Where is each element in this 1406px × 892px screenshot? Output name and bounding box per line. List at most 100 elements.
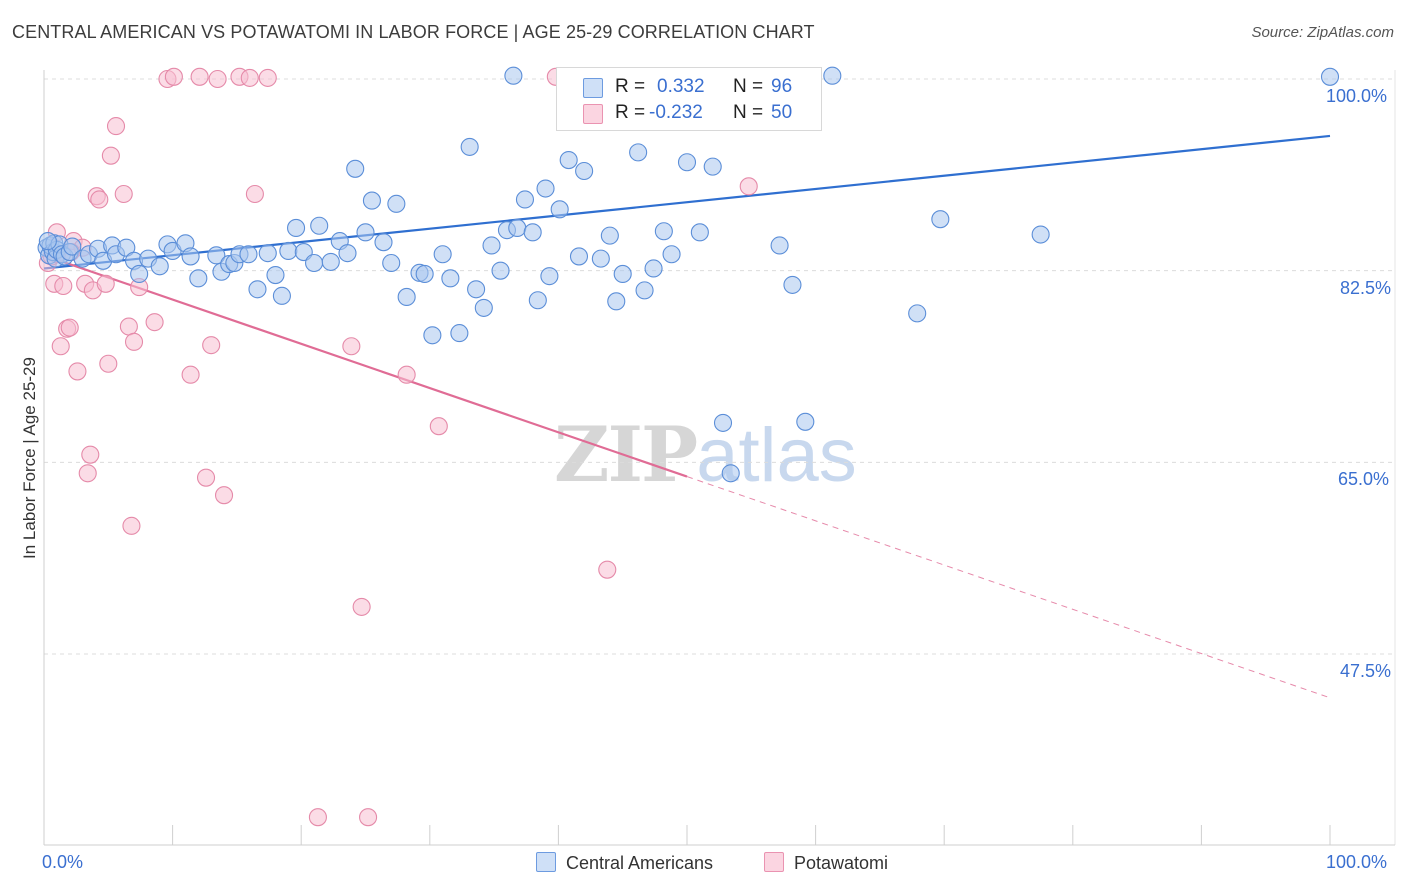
legend-label: Central Americans xyxy=(566,853,714,873)
data-point-central-americans xyxy=(374,233,393,252)
trend-line-potawatomi xyxy=(43,254,688,478)
data-point-central-americans xyxy=(279,241,298,261)
x-tick-label-max: 100.0% xyxy=(1326,852,1388,872)
data-point-potawatomi xyxy=(81,445,100,464)
data-point-central-americans xyxy=(644,259,663,278)
data-point-central-americans xyxy=(272,286,291,305)
data-point-central-americans xyxy=(248,280,267,299)
n-value: 96 xyxy=(771,76,793,97)
data-point-central-americans xyxy=(207,246,226,265)
data-point-central-americans xyxy=(783,275,802,294)
r-label: R = xyxy=(615,102,646,123)
data-point-central-americans xyxy=(474,298,493,317)
data-point-central-americans xyxy=(613,264,632,284)
data-point-central-americans xyxy=(550,200,569,219)
data-point-potawatomi xyxy=(122,516,141,535)
data-point-central-americans xyxy=(607,292,626,311)
n-label: N = xyxy=(733,102,764,123)
data-point-central-americans xyxy=(266,265,285,285)
data-point-central-americans xyxy=(703,157,722,176)
data-point-central-americans xyxy=(559,150,578,170)
data-point-central-americans xyxy=(591,249,610,268)
data-point-potawatomi xyxy=(359,808,378,827)
data-point-central-americans xyxy=(508,218,527,238)
data-point-central-americans xyxy=(467,280,486,299)
data-point-potawatomi xyxy=(214,486,234,505)
data-point-potawatomi xyxy=(190,67,209,86)
data-point-central-americans xyxy=(540,267,559,286)
y-tick-label: 65.0% xyxy=(1338,469,1390,489)
legend-swatch-pink xyxy=(583,104,603,124)
data-point-central-americans xyxy=(504,66,523,85)
data-point-potawatomi xyxy=(114,184,133,204)
data-point-potawatomi xyxy=(429,417,448,436)
data-point-central-americans xyxy=(1320,67,1340,86)
data-point-central-americans xyxy=(338,244,357,263)
data-point-central-americans xyxy=(433,245,452,264)
stats-legend-row-central-americans: R = 0.332 N = 96 xyxy=(557,76,821,104)
data-point-potawatomi xyxy=(208,69,227,89)
data-point-central-americans xyxy=(491,261,510,280)
data-point-potawatomi xyxy=(342,337,361,356)
data-point-central-americans xyxy=(536,179,555,198)
data-point-potawatomi xyxy=(164,67,183,86)
data-point-central-americans xyxy=(600,226,619,245)
data-point-central-americans xyxy=(629,143,648,162)
data-point-central-americans xyxy=(382,253,401,273)
data-point-central-americans xyxy=(38,232,57,251)
data-point-potawatomi xyxy=(51,337,70,356)
data-point-potawatomi xyxy=(96,274,115,293)
stats-legend-row-potawatomi: R = -0.232 N = 50 xyxy=(557,102,821,130)
data-point-central-americans xyxy=(397,287,416,307)
data-point-central-americans xyxy=(635,281,654,300)
data-point-central-americans xyxy=(346,159,365,178)
data-point-central-americans xyxy=(189,269,208,288)
data-point-central-americans xyxy=(713,413,733,432)
data-point-potawatomi xyxy=(202,336,221,355)
data-point-potawatomi xyxy=(90,190,109,209)
trend-lines xyxy=(43,134,1331,699)
data-point-potawatomi xyxy=(196,468,216,487)
n-value: 50 xyxy=(771,102,793,123)
data-point-central-americans xyxy=(654,222,673,241)
data-point-central-americans xyxy=(908,304,927,323)
data-point-central-americans xyxy=(523,223,542,242)
data-point-central-americans xyxy=(770,236,789,255)
chart-title: CENTRAL AMERICAN VS POTAWATOMI IN LABOR … xyxy=(12,22,815,42)
y-tick-label: 100.0% xyxy=(1326,86,1388,106)
data-point-central-americans xyxy=(305,253,324,273)
data-point-central-americans xyxy=(150,257,169,276)
data-point-potawatomi xyxy=(78,464,97,483)
data-point-central-americans xyxy=(482,236,501,255)
data-point-central-americans xyxy=(415,264,434,284)
data-point-potawatomi xyxy=(240,68,259,87)
data-point-central-americans xyxy=(356,223,375,242)
data-point-potawatomi xyxy=(101,146,120,165)
stats-legend: R = 0.332 N = 96 R = -0.232 N = 50 xyxy=(556,67,822,131)
data-point-central-americans xyxy=(310,216,329,235)
data-point-central-americans xyxy=(796,412,815,431)
r-value: 0.332 xyxy=(657,76,705,97)
data-points xyxy=(37,66,1340,827)
data-point-central-americans xyxy=(575,161,594,181)
data-point-central-americans xyxy=(239,245,258,264)
data-point-potawatomi xyxy=(258,68,277,87)
trend-line-central-americans xyxy=(43,134,1331,270)
data-point-potawatomi xyxy=(352,597,371,616)
data-point-central-americans xyxy=(181,247,200,266)
data-point-potawatomi xyxy=(54,276,73,296)
data-point-central-americans xyxy=(823,66,842,85)
data-point-potawatomi xyxy=(739,177,758,196)
data-point-potawatomi xyxy=(60,318,79,337)
y-tick-label: 82.5% xyxy=(1340,278,1392,298)
data-point-central-americans xyxy=(63,237,82,256)
data-point-central-americans xyxy=(287,218,306,238)
trend-line-potawatomi-extrapolated xyxy=(686,476,1331,699)
data-point-potawatomi xyxy=(106,117,126,136)
y-tick-label: 47.5% xyxy=(1340,661,1392,681)
data-point-potawatomi xyxy=(598,560,617,579)
source-credit: Source: ZipAtlas.com xyxy=(1251,24,1394,41)
data-point-central-americans xyxy=(441,269,460,288)
data-point-potawatomi xyxy=(245,184,264,204)
